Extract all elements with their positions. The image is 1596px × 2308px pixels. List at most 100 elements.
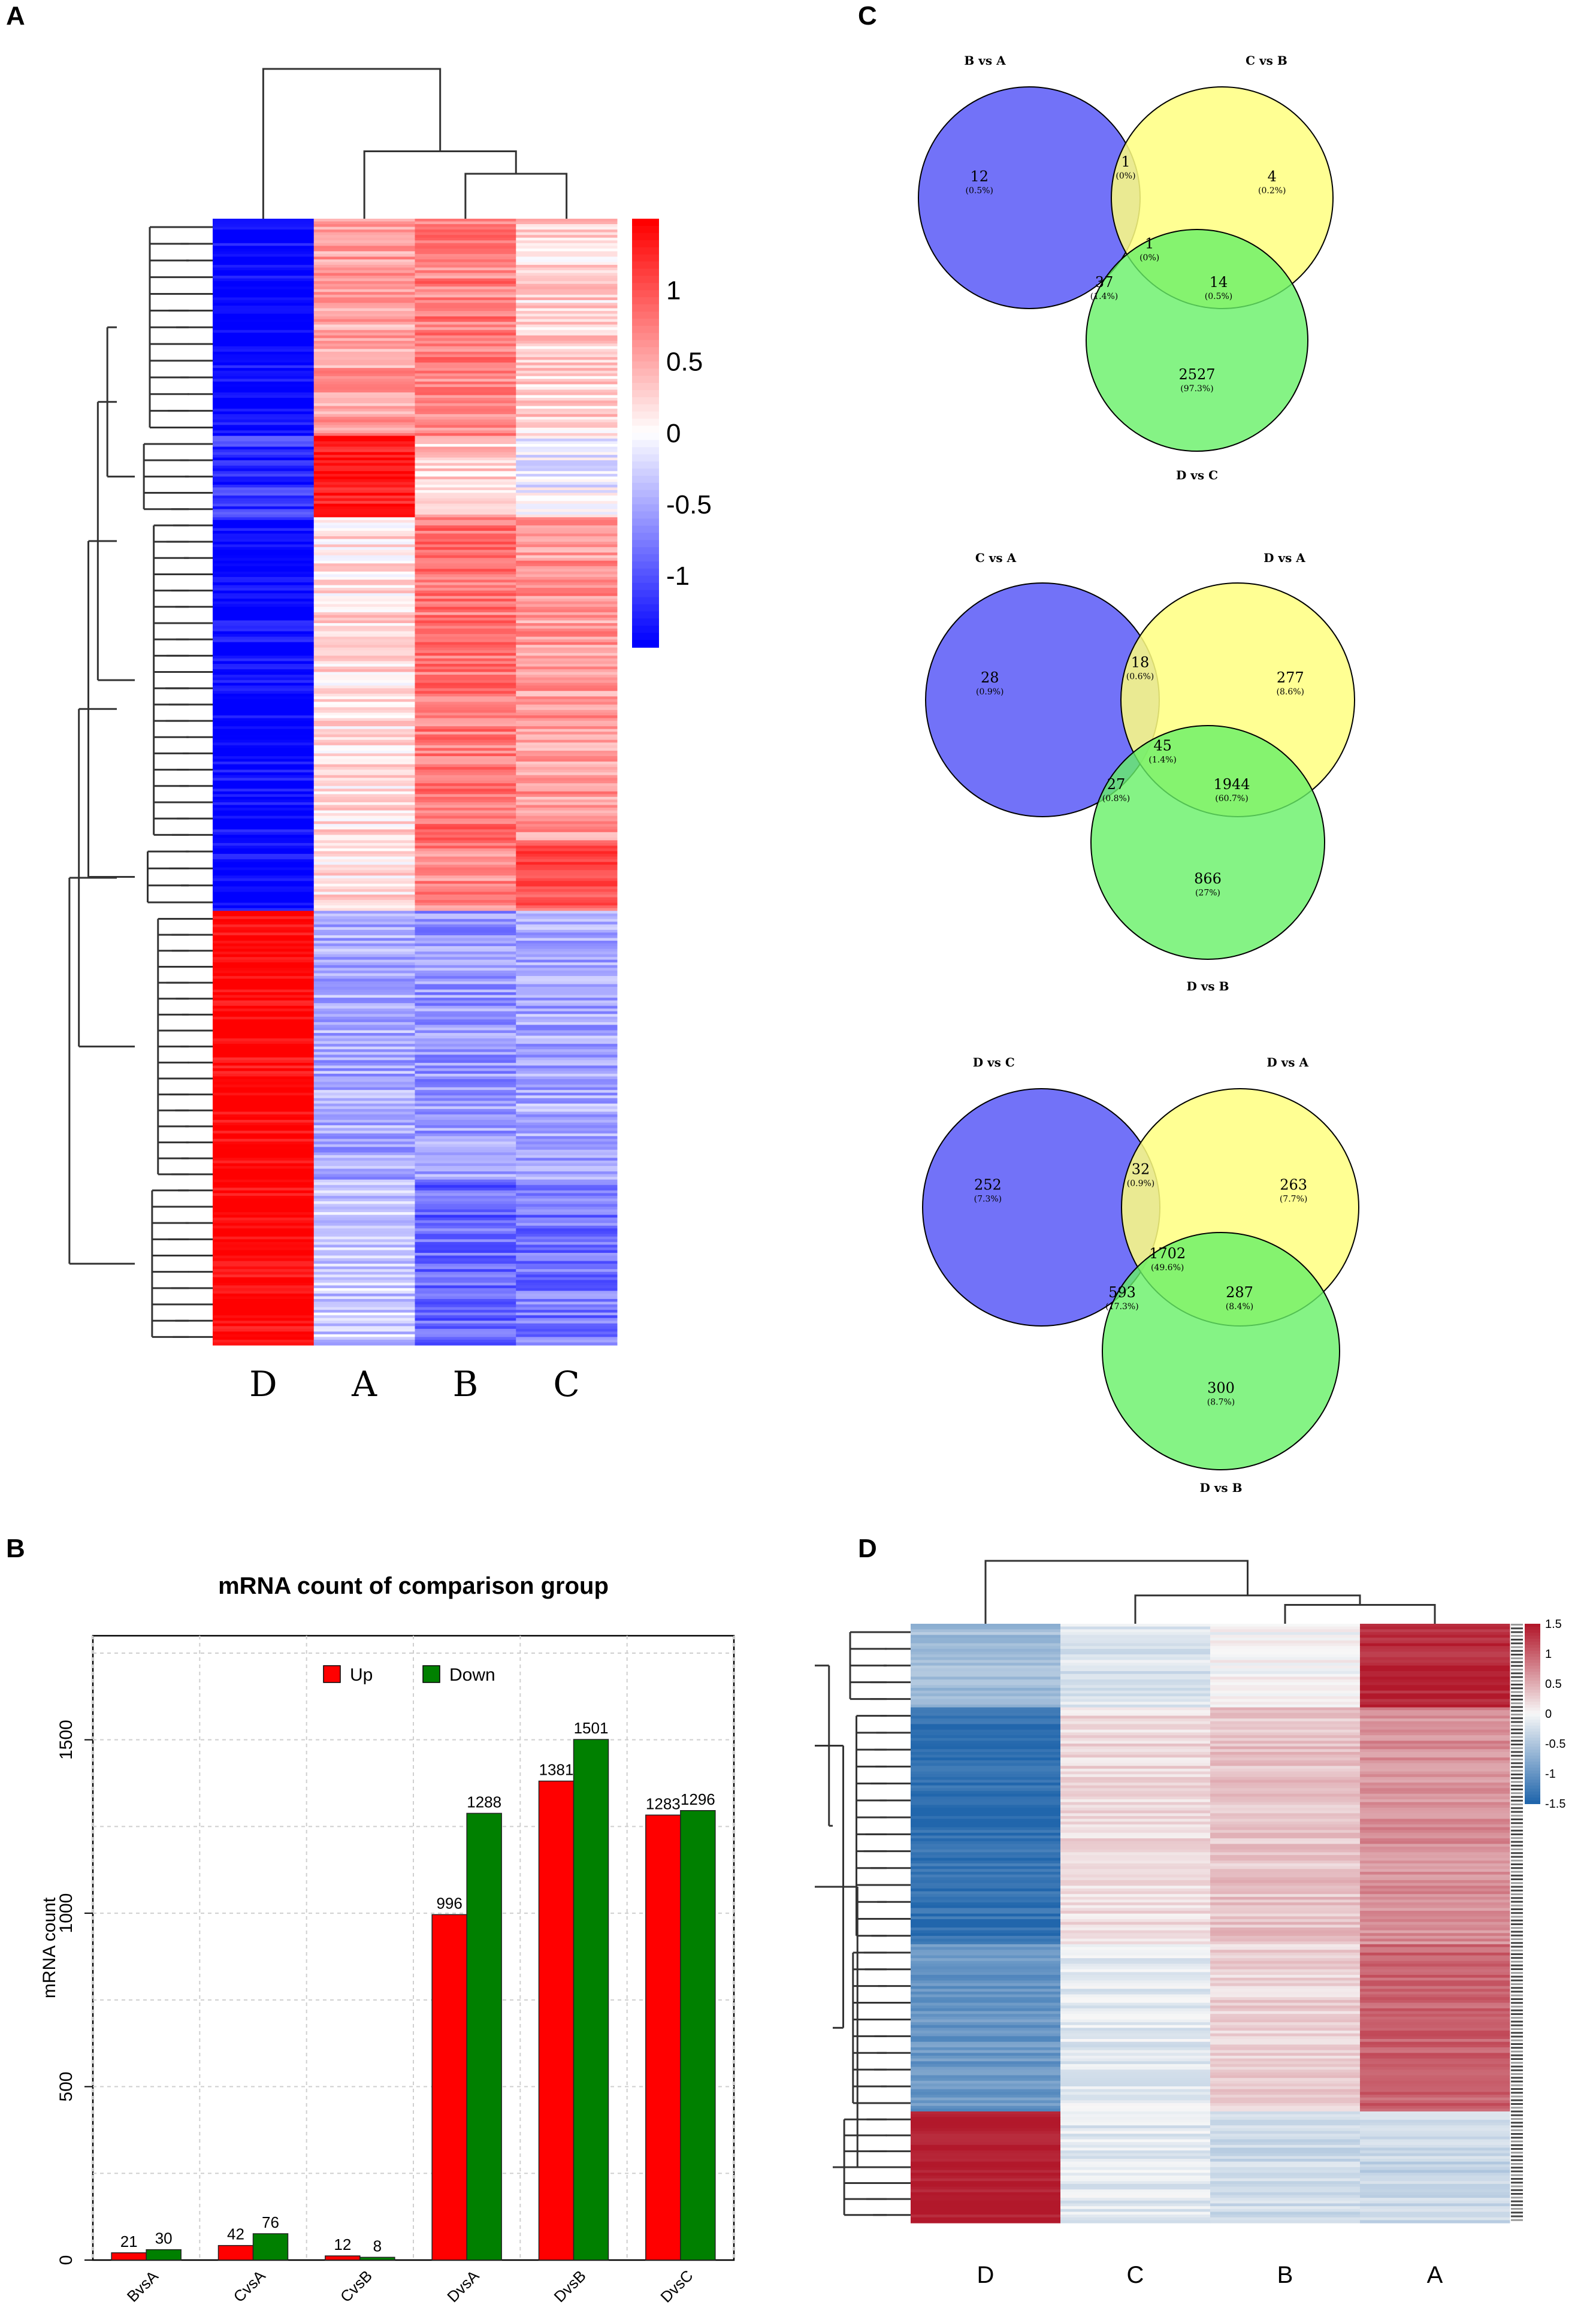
row-label-mark — [1511, 1964, 1523, 1966]
heat-cell-C — [516, 808, 618, 811]
heat-cell-B — [1210, 2136, 1361, 2140]
heat-cell-A — [313, 563, 415, 567]
heat-cell-D — [213, 1079, 315, 1083]
heat-cell-A — [1360, 2047, 1510, 2051]
row-label-mark — [1511, 2050, 1523, 2053]
heat-cell-A — [313, 1092, 415, 1096]
heat-cell-B — [415, 943, 516, 947]
row-dendrogram — [68, 226, 213, 1338]
x-tick-label: DvsA — [443, 2267, 483, 2306]
heat-cell-B — [1210, 2061, 1361, 2065]
heat-cell-C — [516, 742, 618, 746]
heat-cell-A — [1360, 1751, 1510, 1756]
heat-cell-C — [516, 865, 618, 868]
heat-cell-C — [1060, 2105, 1211, 2109]
heat-cell-B — [1210, 1738, 1361, 1741]
heat-cell-C — [1060, 1749, 1211, 1753]
colorbar-segment — [632, 368, 659, 377]
heat-cell-A — [1360, 1738, 1510, 1741]
heat-cell-D — [213, 935, 315, 939]
heat-cell-B — [415, 1114, 516, 1118]
heat-cell-C — [516, 433, 618, 437]
heat-cell-D — [213, 753, 315, 757]
heat-cell-A — [1360, 1857, 1510, 1861]
heat-cell-A — [313, 778, 415, 781]
heat-cell-C — [516, 237, 618, 241]
row-label-mark — [1511, 1901, 1523, 1903]
heat-cell-C — [516, 1179, 618, 1183]
colorbar-tick-label: -0.5 — [1545, 1738, 1565, 1751]
heat-cell-C — [516, 1328, 618, 1332]
heat-cell-B — [1210, 2170, 1361, 2173]
heat-cell-C — [1060, 1724, 1211, 1727]
heat-cell-B — [415, 1046, 516, 1050]
heat-cell-B — [1210, 1880, 1361, 1884]
heat-cell-A — [313, 253, 415, 258]
venn-region-percent: (0.8%) — [1102, 794, 1130, 803]
row-label-mark — [1511, 1807, 1523, 1809]
heat-cell-A — [1360, 1638, 1510, 1641]
heat-cell-B — [415, 1215, 516, 1218]
heat-cell-A — [1360, 1744, 1510, 1747]
heat-cell-C — [516, 685, 618, 689]
heat-cell-A — [313, 319, 415, 322]
heat-cell-D — [911, 2209, 1061, 2212]
heat-cell-A — [313, 528, 415, 531]
heat-cell-C — [1060, 1824, 1211, 1828]
heat-cell-A — [1360, 1690, 1510, 1694]
bar-data-label: 1288 — [467, 1793, 501, 1811]
colorbar-segment — [632, 311, 659, 319]
colorbar-segment — [632, 318, 659, 327]
heat-cell-C — [516, 626, 618, 629]
heat-cell-D — [911, 1796, 1061, 1800]
heat-cell-C — [516, 441, 618, 445]
heat-cell-A — [1360, 2175, 1510, 2179]
heat-cell-D — [213, 691, 315, 694]
heat-cell-D — [911, 2156, 1061, 2159]
heat-cell-A — [313, 805, 415, 808]
heat-cell-B — [415, 514, 516, 518]
heat-cell-A — [313, 612, 415, 615]
heat-cell-A — [313, 1271, 415, 1275]
heat-cell-A — [313, 549, 415, 553]
heat-cell-B — [1210, 2144, 1361, 2149]
heat-cell-D — [213, 984, 315, 987]
heat-cell-C — [516, 525, 618, 529]
heat-cell-C — [516, 533, 618, 537]
heat-cell-A — [313, 973, 415, 977]
heat-cell-A — [313, 297, 415, 301]
heat-cell-D — [213, 897, 315, 901]
heat-cell-C — [516, 1044, 618, 1047]
heat-cell-C — [1060, 1685, 1211, 1688]
heat-cell-A — [313, 1318, 415, 1321]
heat-cell-C — [516, 943, 618, 947]
heat-cell-A — [313, 658, 415, 662]
heat-cell-C — [1060, 1849, 1211, 1853]
heat-cell-B — [415, 813, 516, 817]
colorbar-segment — [632, 440, 659, 448]
legend: Up Down — [323, 1665, 495, 1685]
heat-cell-D — [213, 1209, 315, 1213]
heat-cell-C — [1060, 1935, 1211, 1940]
heat-cell-C — [1060, 1991, 1211, 1995]
heat-cell-D — [911, 1958, 1061, 1962]
heat-cell-B — [1210, 1696, 1361, 1700]
heat-cell-C — [1060, 2092, 1211, 2095]
row-label-mark — [1511, 1863, 1523, 1865]
heat-cell-D — [213, 661, 315, 664]
heat-cell-A — [313, 601, 415, 605]
heat-cell-D — [213, 959, 315, 963]
bar-data-label: 21 — [120, 2233, 138, 2250]
heat-cell-D — [213, 726, 315, 730]
heat-cell-B — [415, 902, 516, 906]
heat-cell-D — [911, 1640, 1061, 1644]
heat-cell-A — [313, 276, 415, 279]
heat-cell-C — [1060, 2200, 1211, 2204]
heat-cell-C — [516, 286, 618, 290]
heat-cell-B — [415, 1092, 516, 1096]
heat-cell-A — [313, 943, 415, 947]
heat-cell-D — [213, 1019, 315, 1023]
heat-cell-A — [313, 1098, 415, 1101]
heat-cell-C — [1060, 2025, 1211, 2029]
heat-cell-D — [213, 379, 315, 382]
